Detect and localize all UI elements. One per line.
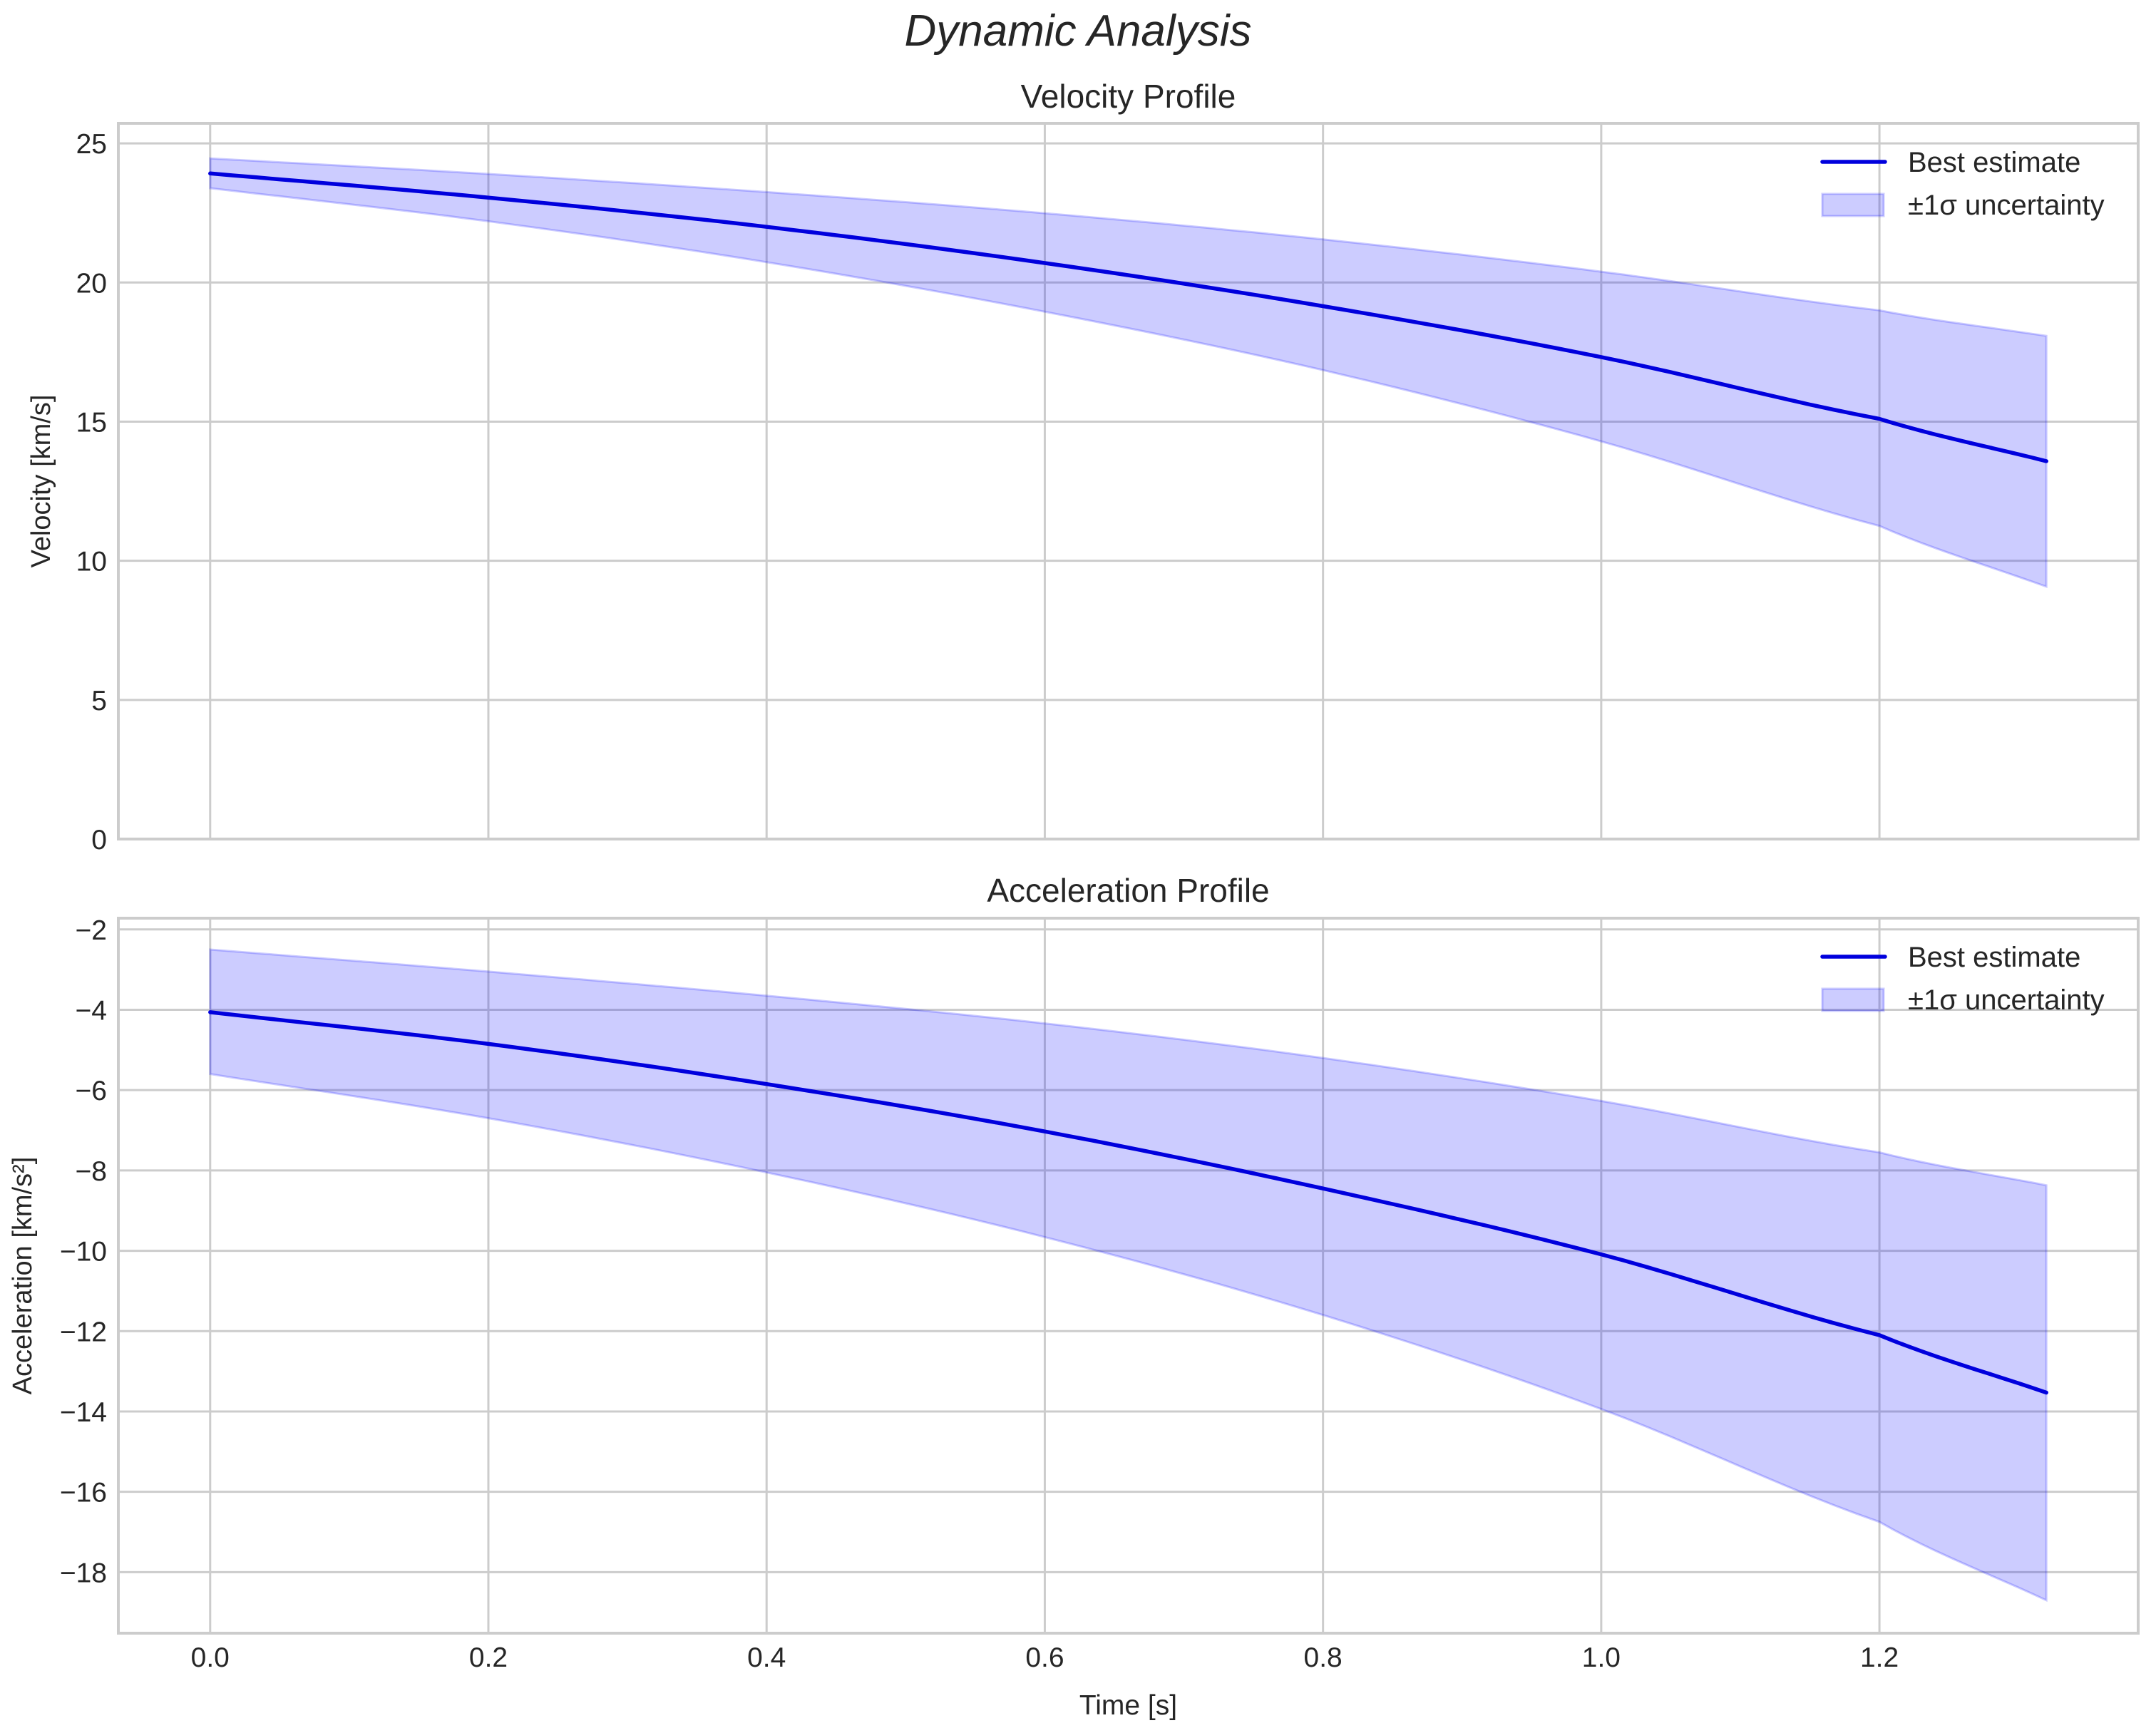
x-tick-label: 0.6	[1025, 1642, 1064, 1673]
x-tick-label: 0.0	[191, 1642, 230, 1673]
y-tick-label: −16	[60, 1478, 107, 1508]
x-tick-label: 0.8	[1304, 1642, 1343, 1673]
y-tick-label: −18	[60, 1558, 107, 1588]
legend-label-best-estimate: Best estimate	[1908, 147, 2080, 178]
legend-band-swatch	[1821, 192, 1885, 217]
axes-frame	[117, 122, 2140, 840]
panel-title: Acceleration Profile	[987, 872, 1269, 909]
y-tick-label: 20	[76, 268, 107, 299]
y-tick-label: −6	[76, 1076, 107, 1106]
legend-label-uncertainty: ±1σ uncertainty	[1908, 190, 2105, 221]
uncertainty-band	[209, 948, 2048, 1603]
figure-title: Dynamic Analysis	[904, 6, 1252, 56]
best-estimate-line	[208, 171, 2048, 463]
y-tick-label: −2	[76, 915, 107, 946]
x-tick-label: 1.2	[1860, 1642, 1899, 1673]
y-tick-label: −8	[76, 1156, 107, 1187]
panel-title: Velocity Profile	[1021, 78, 1236, 115]
x-axis-label: Time [s]	[1079, 1690, 1177, 1721]
y-tick-label: −14	[60, 1397, 107, 1428]
y-tick-label: 0	[91, 825, 107, 855]
y-tick-label: −4	[76, 995, 107, 1026]
y-tick-label: 5	[91, 686, 107, 716]
legend-label-uncertainty: ±1σ uncertainty	[1908, 984, 2105, 1016]
legend: Best estimate ±1σ uncertainty	[1820, 942, 2105, 1016]
velocity-panel: 0 5 10 15 20 25 Velocity Profile Velocity [km/s…	[26, 78, 2140, 855]
axes-frame	[117, 917, 2140, 1635]
legend-band-swatch	[1821, 987, 1885, 1012]
y-tick-label: 25	[76, 129, 107, 160]
y-tick-label: −12	[60, 1317, 107, 1347]
acceleration-panel: −2 −4 −6 −8 −10 −12 −14 −16 −18 0.0 0.2 0.4 0.6 0.8 1.…	[8, 872, 2140, 1721]
y-tick-label: 10	[76, 547, 107, 577]
x-tick-label: 1.0	[1582, 1642, 1621, 1673]
legend-label-best-estimate: Best estimate	[1908, 942, 2080, 973]
plot-area	[118, 918, 2138, 1633]
y-tick-label: −10	[60, 1237, 107, 1267]
grid	[118, 918, 2138, 1633]
legend: Best estimate ±1σ uncertainty	[1820, 147, 2105, 221]
plot-area	[118, 123, 2138, 839]
x-tick-label: 0.4	[747, 1642, 786, 1673]
best-estimate-line	[208, 1010, 2048, 1395]
y-axis-label: Velocity [km/s]	[26, 395, 56, 568]
y-axis-label: Acceleration [km/s²]	[8, 1157, 38, 1395]
y-tick-label: 15	[76, 407, 107, 438]
x-tick-label: 0.2	[469, 1642, 508, 1673]
